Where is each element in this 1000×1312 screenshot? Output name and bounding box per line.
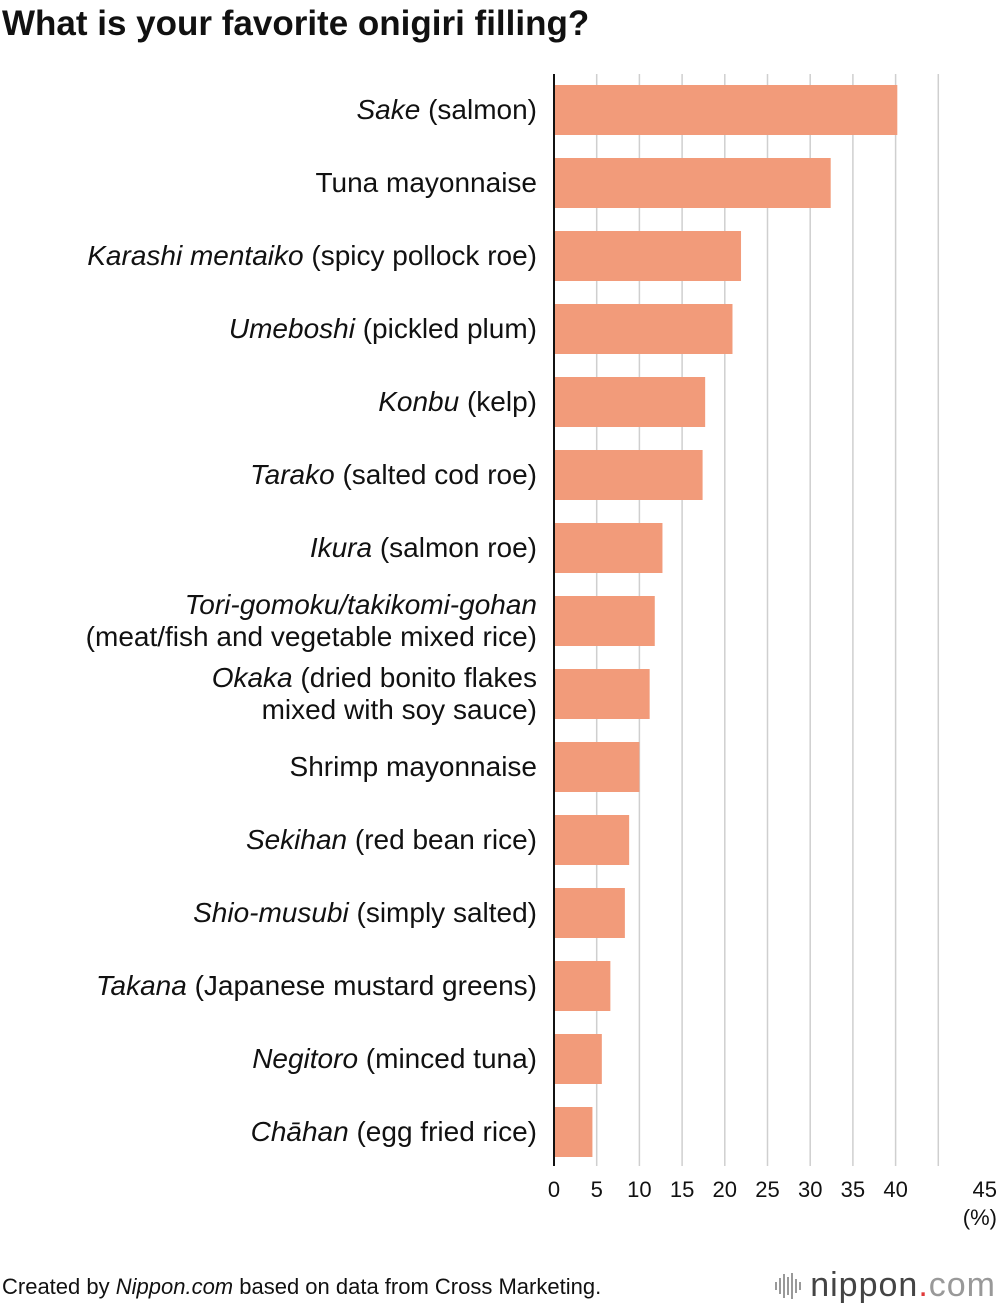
category-label-2: Karashi mentaiko (spicy pollock roe) <box>87 240 537 272</box>
category-name: (meat/fish and vegetable mixed rice) <box>85 621 537 652</box>
category-name: (egg fried rice) <box>348 1116 537 1147</box>
brand-name: nippon <box>810 1266 919 1304</box>
category-name: (minced tuna) <box>358 1043 537 1074</box>
category-name: (dried bonito flakes <box>292 662 537 693</box>
category-name: (simply salted) <box>348 897 538 928</box>
bar-11 <box>554 888 625 938</box>
category-label-7: Tori-gomoku/takikomi-gohan (meat/fish and… <box>86 589 537 653</box>
category-name-italic: Konbu <box>378 386 460 417</box>
x-tick-label-20: 20 <box>713 1177 737 1202</box>
bar-0 <box>554 85 898 135</box>
category-label-0: Sake (salmon) <box>356 94 537 126</box>
x-tick-label-0: 0 <box>548 1177 560 1202</box>
bar-7 <box>554 596 655 646</box>
category-label-14: Chāhan (egg fried rice) <box>251 1116 537 1148</box>
category-name: (pickled plum) <box>354 313 537 344</box>
category-label-12: Takana (Japanese mustard greens) <box>96 970 537 1002</box>
chart-title: What is your favorite onigiri filling? <box>2 4 590 43</box>
category-label-line: Takana (Japanese mustard greens) <box>96 970 537 1002</box>
x-tick-label-5: 5 <box>591 1177 603 1202</box>
category-name: Tuna mayonnaise <box>315 167 537 198</box>
category-name-italic: Sekihan <box>245 824 348 855</box>
category-name: mixed with soy sauce) <box>261 694 537 725</box>
category-name-italic: Negitoro <box>252 1043 359 1074</box>
bar-4 <box>554 377 706 427</box>
category-label-line: Chāhan (egg fried rice) <box>251 1116 537 1148</box>
bar-6 <box>554 523 663 573</box>
category-name: (salmon roe) <box>372 532 537 563</box>
bar-5 <box>554 450 703 500</box>
category-label-3: Umeboshi (pickled plum) <box>229 313 537 345</box>
category-label-line: Shrimp mayonnaise <box>290 751 537 783</box>
bar-chart: 0 5 10 15 20 25 30 35 40 45 (%) <box>548 74 997 1230</box>
category-label-13: Negitoro (minced tuna) <box>252 1043 537 1075</box>
x-tick-label-30: 30 <box>798 1177 822 1202</box>
bar-3 <box>554 304 733 354</box>
x-tick-label-15: 15 <box>670 1177 694 1202</box>
credit-source: Nippon.com <box>115 1274 234 1299</box>
sound-wave-icon <box>775 1272 802 1299</box>
x-axis-unit: (%) <box>963 1205 997 1230</box>
category-label-line: Shio-musubi (simply salted) <box>193 897 537 929</box>
bar-10 <box>554 815 630 865</box>
x-tick-label-10: 10 <box>627 1177 651 1202</box>
x-tick-label-40: 40 <box>883 1177 907 1202</box>
category-name-italic: Sake <box>356 94 421 125</box>
category-label-4: Konbu (kelp) <box>378 386 537 418</box>
category-label-line: Tori-gomoku/takikomi-gohan <box>86 589 537 621</box>
category-name-italic: Ikura <box>309 532 373 563</box>
category-name: (Japanese mustard greens) <box>186 970 537 1001</box>
category-name-italic: Tori-gomoku/takikomi-gohan <box>184 589 537 620</box>
category-label-line: Karashi mentaiko (spicy pollock roe) <box>87 240 537 272</box>
category-name-italic: Shio-musubi <box>193 897 349 928</box>
bar-2 <box>554 231 742 281</box>
category-label-8: Okaka (dried bonito flakes mixed with soy… <box>212 662 537 726</box>
category-name: (red bean rice) <box>347 824 537 855</box>
x-tick-label-45: 45 <box>973 1177 997 1202</box>
category-label-line: Ikura (salmon roe) <box>310 532 537 564</box>
source-credit: Created by Nippon.com based on data from… <box>2 1274 601 1300</box>
credit-prefix: Created by <box>2 1274 116 1299</box>
category-name: (salted cod roe) <box>334 459 537 490</box>
category-name-italic: Tarako <box>250 459 335 490</box>
category-label-line: mixed with soy sauce) <box>212 694 537 726</box>
category-label-10: Sekihan (red bean rice) <box>246 824 537 856</box>
category-label-line: (meat/fish and vegetable mixed rice) <box>86 621 537 653</box>
bar-8 <box>554 669 650 719</box>
category-label-line: Sekihan (red bean rice) <box>246 824 537 856</box>
x-tick-label-25: 25 <box>755 1177 779 1202</box>
category-label-line: Tuna mayonnaise <box>315 167 537 199</box>
category-name: Shrimp mayonnaise <box>289 751 537 782</box>
bar-12 <box>554 961 611 1011</box>
category-name-italic: Karashi mentaiko <box>87 240 304 271</box>
category-label-line: Umeboshi (pickled plum) <box>229 313 537 345</box>
brand-logo: nippon.com <box>774 1266 996 1305</box>
category-name: (spicy pollock roe) <box>303 240 537 271</box>
category-label-line: Okaka (dried bonito flakes <box>212 662 537 694</box>
category-name: (salmon) <box>420 94 537 125</box>
category-name-italic: Chāhan <box>250 1116 349 1147</box>
brand-wordmark: nippon.com <box>810 1266 996 1305</box>
category-label-9: Shrimp mayonnaise <box>290 751 537 783</box>
category-name: (kelp) <box>459 386 537 417</box>
bar-13 <box>554 1034 602 1084</box>
category-label-1: Tuna mayonnaise <box>315 167 537 199</box>
category-label-6: Ikura (salmon roe) <box>310 532 537 564</box>
brand-tld: com <box>928 1266 996 1304</box>
category-name-italic: Umeboshi <box>228 313 355 344</box>
brand-dot: . <box>918 1266 929 1304</box>
category-label-line: Tarako (salted cod roe) <box>250 459 537 491</box>
category-label-5: Tarako (salted cod roe) <box>250 459 537 491</box>
x-tick-label-35: 35 <box>841 1177 865 1202</box>
bar-9 <box>554 742 640 792</box>
category-label-line: Konbu (kelp) <box>378 386 537 418</box>
category-name-italic: Takana <box>95 970 187 1001</box>
category-name-italic: Okaka <box>211 662 293 693</box>
bar-1 <box>554 158 831 208</box>
bar-14 <box>554 1107 593 1157</box>
category-label-line: Sake (salmon) <box>356 94 537 126</box>
category-label-11: Shio-musubi (simply salted) <box>193 897 537 929</box>
category-label-line: Negitoro (minced tuna) <box>252 1043 537 1075</box>
credit-suffix: based on data from Cross Marketing. <box>233 1274 602 1299</box>
